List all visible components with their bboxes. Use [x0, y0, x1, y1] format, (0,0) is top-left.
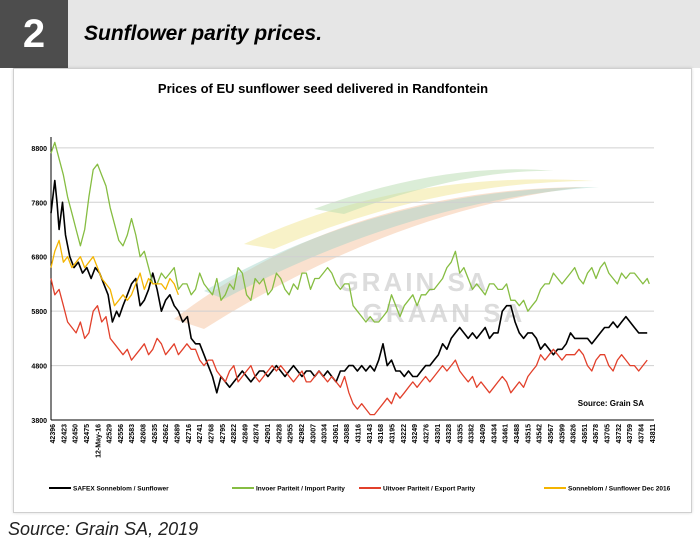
x-tick-label: 42662: [163, 424, 170, 444]
x-tick-label: 43195: [390, 424, 397, 444]
x-tick-label: 43626: [571, 424, 578, 444]
watermark-swoosh: [244, 179, 594, 249]
x-tick-label: 43732: [616, 424, 623, 444]
x-tick-label: 42768: [208, 424, 215, 444]
x-tick-label: 43515: [525, 424, 532, 444]
watermark-swoosh: [314, 169, 554, 214]
x-tick-label: 43651: [582, 424, 589, 444]
x-tick-label: 42396: [50, 424, 57, 444]
legend-label-2: Invoer Pariteit / Import Parity: [256, 486, 345, 493]
x-tick-label: 43382: [469, 424, 476, 444]
x-tick-label: 42716: [186, 424, 193, 444]
source-caption: Source: Grain SA, 2019: [8, 519, 199, 539]
series-line-4: [50, 239, 180, 307]
x-tick-label: 42849: [242, 424, 249, 444]
x-tick-label: 43488: [514, 424, 521, 444]
x-tick-label: 43061: [333, 424, 340, 444]
y-tick-label: 7800: [31, 200, 47, 207]
x-tick-label: 43168: [378, 424, 385, 444]
series-line-2: [50, 141, 650, 323]
watermark-swoosh: [204, 187, 599, 299]
y-tick-label: 5800: [31, 309, 47, 316]
x-tick-label: 43222: [401, 424, 408, 444]
x-tick-label: 43599: [559, 424, 566, 444]
figure-title: Sunflower parity prices.: [84, 22, 323, 45]
y-tick-label: 6800: [31, 255, 47, 262]
x-tick-label: 43759: [627, 424, 634, 444]
x-tick-label: 43705: [605, 424, 612, 444]
x-tick-label: 43355: [457, 424, 464, 444]
x-tick-label: 43409: [480, 424, 487, 444]
x-tick-label: 43007: [310, 424, 317, 444]
chart-frame: Prices of EU sunflower seed delivered in…: [13, 68, 692, 513]
x-tick-label: 43328: [446, 424, 453, 444]
x-tick-label: 42556: [118, 424, 125, 444]
chart-title: Prices of EU sunflower seed delivered in…: [158, 81, 488, 96]
x-tick-label: 42795: [220, 424, 227, 444]
watermark-swoosh: [174, 187, 584, 329]
x-tick-label: 43678: [593, 424, 600, 444]
figure-number: 2: [0, 0, 68, 68]
x-tick-label: 12-May-16: [95, 424, 102, 458]
x-tick-label: 43461: [503, 424, 510, 444]
watermark-text-2: GRAAN SA: [363, 298, 526, 328]
x-tick-label: 42982: [299, 424, 306, 444]
x-tick-label: 43249: [412, 424, 419, 444]
x-tick-label: 43567: [548, 424, 555, 444]
x-tick-label: 42741: [197, 424, 204, 444]
series-line-3: [50, 278, 648, 416]
y-tick-label: 3800: [31, 418, 47, 425]
x-tick-label: 43542: [537, 424, 544, 444]
x-tick-label: 42822: [231, 424, 238, 444]
x-tick-label: 43811: [650, 424, 657, 443]
x-tick-label: 42475: [84, 424, 91, 444]
x-tick-label: 43434: [491, 424, 498, 444]
x-tick-label: 43116: [356, 424, 363, 443]
x-tick-label: 43143: [367, 424, 374, 444]
x-tick-label: 42583: [129, 424, 136, 444]
chart-annotation: Source: Grain SA: [578, 399, 644, 408]
x-tick-label: 42423: [61, 424, 68, 444]
x-tick-label: 43034: [322, 424, 329, 444]
y-tick-label: 8800: [31, 146, 47, 153]
legend-label-4: Sonneblom / Sunflower Dec 2016: [568, 486, 671, 493]
x-tick-label: 42450: [73, 424, 80, 444]
x-tick-label: 43301: [435, 424, 442, 444]
x-tick-label: 42874: [254, 424, 261, 444]
x-tick-label: 42635: [152, 424, 159, 444]
x-tick-label: 43088: [344, 424, 351, 444]
figure-header: 2 Sunflower parity prices.: [0, 0, 700, 68]
x-tick-label: 43276: [423, 424, 430, 444]
x-tick-label: 42529: [107, 424, 114, 444]
chart-svg: Prices of EU sunflower seed delivered in…: [31, 81, 671, 493]
x-tick-label: 42689: [174, 424, 181, 444]
x-tick-label: 42928: [276, 424, 283, 444]
x-tick-label: 43784: [638, 424, 645, 444]
x-tick-label: 42901: [265, 424, 272, 444]
legend-label-1: SAFEX Sonneblom / Sunflower: [73, 486, 169, 493]
x-tick-label: 42955: [288, 424, 295, 444]
y-tick-label: 4800: [31, 364, 47, 371]
watermark-text-1: GRAIN SA: [338, 267, 489, 297]
series-line-1: [50, 179, 648, 394]
legend-label-3: Uitvoer Pariteit / Export Parity: [383, 486, 475, 493]
x-tick-label: 42608: [141, 424, 148, 444]
